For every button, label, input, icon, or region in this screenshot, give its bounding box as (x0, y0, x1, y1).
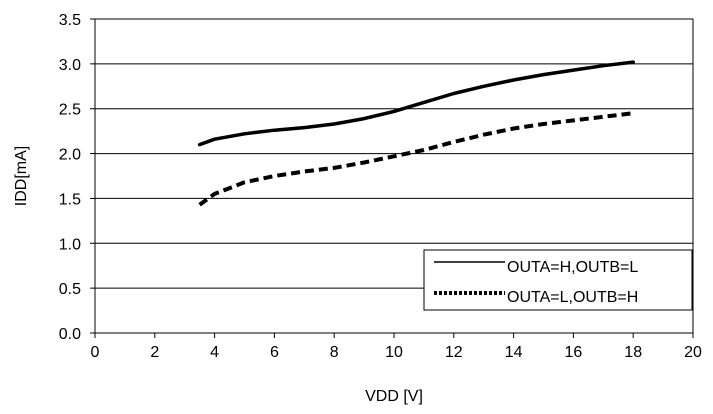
series-lines (197, 60, 635, 207)
legend-label-solid: OUTA=H,OUTB=L (507, 259, 638, 276)
x-tick-label: 8 (330, 344, 339, 361)
series-line-solid (197, 60, 635, 147)
x-tick-label: 0 (91, 344, 100, 361)
y-tick-label: 0.5 (59, 281, 81, 298)
y-tick-label: 1.0 (59, 236, 81, 253)
x-tick-label: 14 (505, 344, 523, 361)
legend-box (423, 249, 693, 311)
x-tick-labels: 0 2 4 6 8 10 12 14 16 18 20 (91, 333, 702, 361)
legend: OUTA=H,OUTB=L OUTA=L,OUTB=H (423, 249, 693, 311)
y-tick-label: 2.5 (59, 102, 81, 119)
y-tick-labels: 0.0 0.5 1.0 1.5 2.0 2.5 3.0 3.5 (59, 12, 95, 343)
x-tick-label: 6 (270, 344, 279, 361)
y-tick-label: 3.5 (59, 12, 81, 29)
y-tick-label: 3.0 (59, 57, 81, 74)
x-tick-label: 10 (385, 344, 403, 361)
x-axis-title: VDD [V] (365, 388, 423, 405)
legend-label-dotted: OUTA=L,OUTB=H (507, 289, 638, 306)
x-tick-label: 20 (684, 344, 702, 361)
series-line-dotted (198, 111, 634, 207)
x-tick-label: 2 (150, 344, 159, 361)
x-tick-label: 12 (445, 344, 463, 361)
y-tick-label: 1.5 (59, 191, 81, 208)
y-tick-label: 0.0 (59, 326, 81, 343)
y-tick-label: 2.0 (59, 147, 81, 164)
x-tick-label: 4 (210, 344, 219, 361)
x-tick-label: 16 (565, 344, 583, 361)
y-axis-title: IDD[mA] (13, 146, 30, 206)
x-tick-label: 18 (624, 344, 642, 361)
